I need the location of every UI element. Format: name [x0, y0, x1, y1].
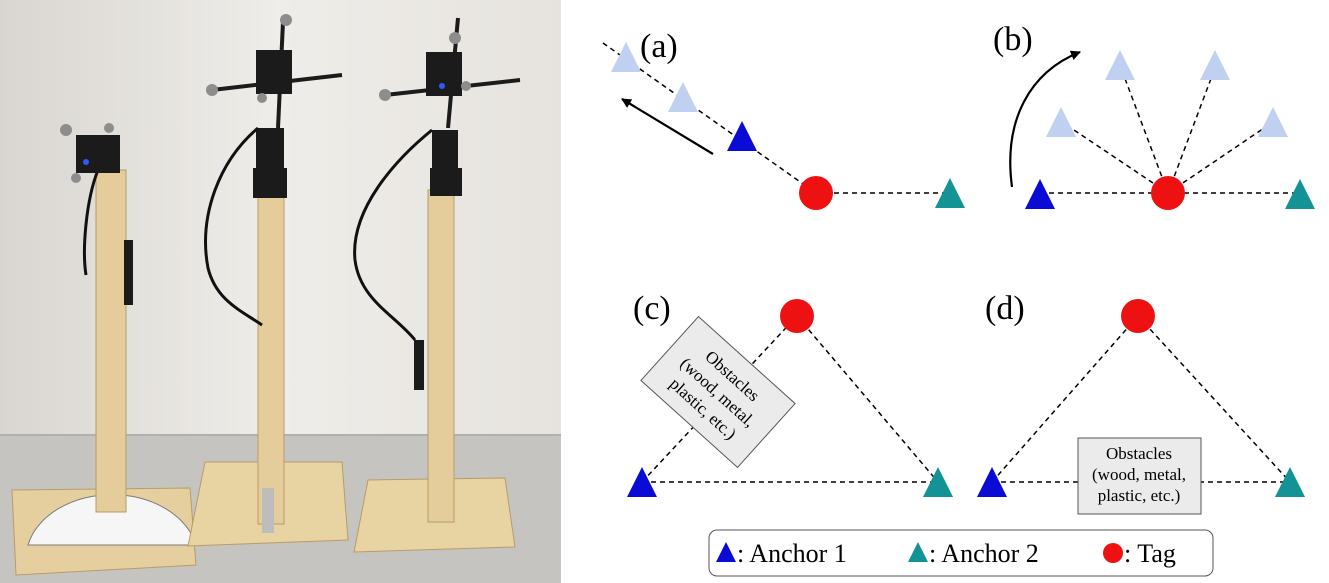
rotation-arrow — [1009, 50, 1081, 188]
dashed-link — [1167, 67, 1216, 194]
panel-a: (a) — [602, 28, 965, 210]
stand-1-marker — [104, 123, 114, 133]
panel-b-label: (b) — [993, 21, 1033, 58]
obstacle-box-c: Obstacles (wood, metal, plastic, etc.) — [640, 315, 796, 469]
scenario-diagram: (a) (b) (c) — [602, 21, 1315, 577]
stand-2-arm-h — [211, 73, 343, 92]
stand-2-arm-v — [276, 21, 285, 129]
stand-3-led — [439, 83, 445, 89]
stand-1 — [11, 123, 197, 576]
anchor1-faded — [611, 42, 641, 72]
stand-2-cable — [204, 126, 263, 327]
dashed-link — [1061, 121, 1169, 194]
dashed-link — [1137, 315, 1291, 483]
anchor2 — [1275, 467, 1305, 497]
tag — [780, 299, 814, 333]
stand-3-mount — [430, 168, 462, 196]
stands-photo — [0, 0, 561, 583]
anchor2 — [935, 178, 965, 208]
panel-d-label: (d) — [985, 290, 1025, 327]
obstacle-line: plastic, etc.) — [1098, 486, 1181, 505]
stand-3-clamp — [432, 130, 458, 170]
dashed-link — [796, 315, 939, 483]
motion-arrow — [621, 98, 714, 155]
legend-tag-icon — [1103, 543, 1123, 563]
stand-2-marker — [206, 84, 218, 96]
dashed-link — [991, 315, 1139, 483]
stand-2-marker — [257, 93, 267, 103]
panel-b: (b) — [993, 21, 1315, 210]
panel-c: (c) Obstacles (wood, metal, plastic, etc… — [627, 290, 953, 497]
panel-c-label: (c) — [633, 290, 671, 327]
stand-3-post — [427, 189, 455, 523]
anchor2 — [923, 467, 953, 497]
stand-1-board — [76, 135, 120, 173]
stand-3-marker — [449, 32, 461, 44]
dashed-link — [641, 315, 798, 483]
anchor1-faded — [1105, 50, 1135, 80]
stand-2-bracket — [262, 488, 274, 533]
anchor1-faded — [1046, 107, 1076, 137]
dashed-link — [602, 42, 817, 194]
anchor2 — [1285, 179, 1315, 209]
stand-1-post — [95, 169, 127, 513]
stand-2-clamp — [256, 128, 284, 170]
legend-anchor2-icon — [908, 542, 928, 562]
anchor1 — [627, 467, 657, 497]
legend-anchor2-label: : Anchor 2 — [929, 539, 1039, 568]
stand-1-battery — [124, 240, 133, 305]
tag — [1121, 299, 1155, 333]
legend-anchor1-label: : Anchor 1 — [737, 539, 847, 568]
stand-2-board — [256, 50, 292, 94]
stand-3-cable — [353, 128, 433, 341]
stand-3-marker — [461, 81, 471, 91]
panel-d: (d) Obstacles (wood, metal, plastic, etc… — [977, 290, 1305, 515]
stand-1-led — [83, 159, 89, 165]
stand-1-cable — [83, 169, 100, 276]
anchor1 — [727, 121, 757, 151]
stand-2-post — [257, 191, 285, 525]
legend-box — [708, 529, 1214, 577]
anchor1-faded — [1200, 50, 1230, 80]
stand-1-marker — [60, 124, 72, 136]
anchor1-faded — [1258, 107, 1288, 137]
stand-3 — [353, 17, 521, 553]
anchor1 — [1025, 179, 1055, 209]
legend-tag-label: : Tag — [1124, 539, 1176, 568]
dashed-link — [1167, 121, 1274, 194]
stand-3-marker — [379, 89, 391, 101]
anchor1 — [977, 467, 1007, 497]
dashed-link — [1120, 67, 1169, 194]
anchor1-faded — [668, 82, 698, 112]
stand-3-battery — [414, 340, 424, 390]
stand-2 — [187, 14, 349, 547]
tag — [1151, 176, 1185, 210]
obstacle-line: Obstacles — [1106, 444, 1172, 463]
stand-1-marker — [71, 173, 81, 183]
legend-anchor1-icon — [716, 542, 736, 562]
obstacle-line: (wood, metal, — [1092, 465, 1186, 484]
legend: : Anchor 1 : Anchor 2 : Tag — [708, 529, 1214, 577]
obstacle-box-d: Obstacles (wood, metal, plastic, etc.) — [1077, 437, 1202, 515]
stand-2-marker — [280, 14, 292, 26]
tag — [799, 176, 833, 210]
stand-2-mount — [253, 168, 287, 198]
panel-a-label: (a) — [640, 28, 678, 65]
